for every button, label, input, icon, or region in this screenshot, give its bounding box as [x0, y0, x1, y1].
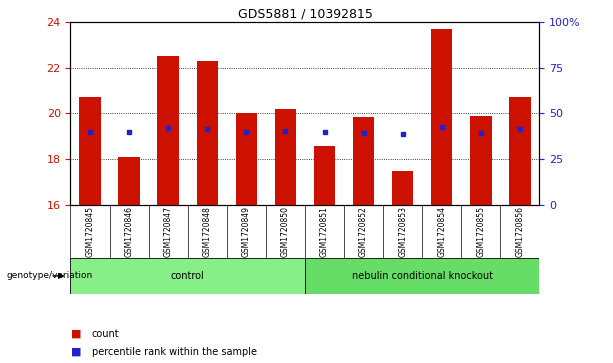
Bar	[353, 117, 375, 205]
Bar	[470, 116, 492, 205]
Text: percentile rank within the sample: percentile rank within the sample	[92, 347, 257, 357]
Bar	[431, 29, 452, 205]
Text: GSM1720854: GSM1720854	[437, 206, 446, 257]
Text: GSM1720855: GSM1720855	[476, 206, 485, 257]
Text: GSM1720846: GSM1720846	[124, 206, 134, 257]
Text: GSM1720845: GSM1720845	[86, 206, 94, 257]
Text: GSM1720850: GSM1720850	[281, 206, 290, 257]
Text: GSM1720852: GSM1720852	[359, 206, 368, 257]
Text: nebulin conditional knockout: nebulin conditional knockout	[352, 271, 493, 281]
Text: GSM1720847: GSM1720847	[164, 206, 173, 257]
Bar	[79, 97, 101, 205]
Bar	[118, 157, 140, 205]
Text: ■: ■	[70, 329, 81, 339]
Text: count: count	[92, 329, 120, 339]
Text: GSM1720856: GSM1720856	[516, 206, 524, 257]
Bar	[314, 146, 335, 205]
Bar	[509, 97, 531, 205]
Text: genotype/variation: genotype/variation	[6, 272, 93, 280]
Bar	[70, 258, 305, 294]
Text: ■: ■	[70, 347, 81, 357]
Bar	[305, 258, 539, 294]
Bar	[158, 56, 179, 205]
Bar	[197, 61, 218, 205]
Bar	[392, 171, 413, 205]
Text: GSM1720851: GSM1720851	[320, 206, 329, 257]
Text: GSM1720849: GSM1720849	[242, 206, 251, 257]
Bar	[275, 109, 296, 205]
Text: control: control	[171, 271, 205, 281]
Bar	[235, 113, 257, 205]
Text: GSM1720848: GSM1720848	[203, 206, 211, 257]
Text: GSM1720853: GSM1720853	[398, 206, 407, 257]
Title: GDS5881 / 10392815: GDS5881 / 10392815	[237, 8, 373, 21]
